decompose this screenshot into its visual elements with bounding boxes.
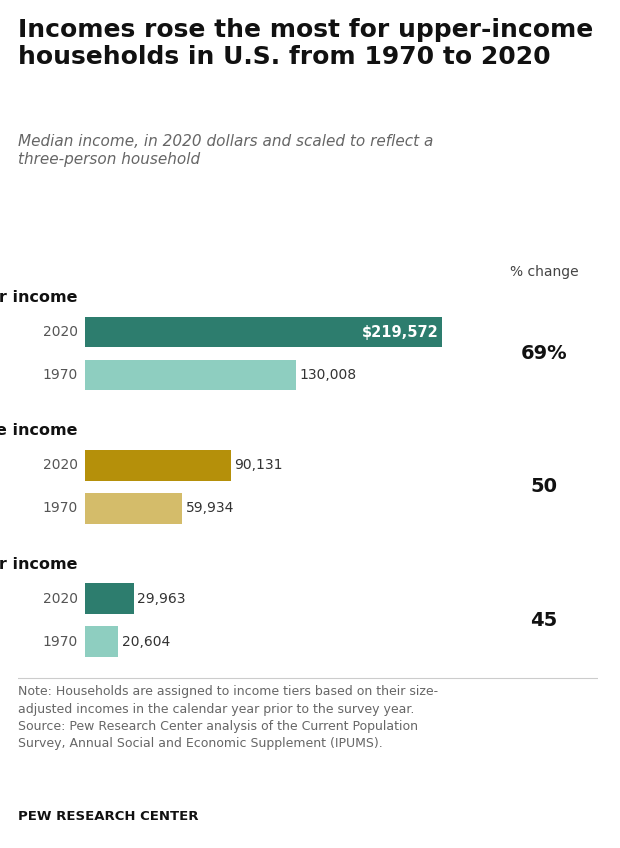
Text: 130,008: 130,008 bbox=[299, 368, 356, 382]
Text: Note: Households are assigned to income tiers based on their size-
adjusted inco: Note: Households are assigned to income … bbox=[18, 685, 438, 750]
Text: 69%: 69% bbox=[521, 344, 567, 363]
Text: 1970: 1970 bbox=[43, 634, 78, 649]
Text: 29,963: 29,963 bbox=[137, 592, 185, 605]
Text: 90,131: 90,131 bbox=[234, 458, 283, 472]
Text: 2020: 2020 bbox=[43, 458, 78, 472]
Text: 50: 50 bbox=[531, 477, 557, 496]
Text: 2020: 2020 bbox=[43, 592, 78, 605]
Text: Incomes rose the most for upper-income
households in U.S. from 1970 to 2020: Incomes rose the most for upper-income h… bbox=[18, 18, 593, 69]
Text: Middle income: Middle income bbox=[0, 423, 78, 438]
Text: Upper income: Upper income bbox=[0, 290, 78, 305]
Bar bbox=[85, 493, 182, 524]
Text: 45: 45 bbox=[530, 611, 557, 629]
Bar bbox=[85, 360, 296, 390]
Text: 59,934: 59,934 bbox=[185, 501, 234, 516]
Text: % change: % change bbox=[510, 265, 578, 279]
Bar bbox=[85, 449, 231, 481]
Text: $219,572: $219,572 bbox=[362, 325, 439, 339]
Text: 20,604: 20,604 bbox=[122, 634, 170, 649]
Text: Lower income: Lower income bbox=[0, 556, 78, 572]
Text: 1970: 1970 bbox=[43, 501, 78, 516]
Text: Median income, in 2020 dollars and scaled to reflect a
three-person household: Median income, in 2020 dollars and scale… bbox=[18, 133, 433, 167]
Text: PEW RESEARCH CENTER: PEW RESEARCH CENTER bbox=[18, 810, 198, 823]
Text: 1970: 1970 bbox=[43, 368, 78, 382]
Bar bbox=[85, 583, 134, 614]
Bar bbox=[85, 626, 118, 657]
Bar bbox=[85, 316, 442, 348]
Text: 2020: 2020 bbox=[43, 325, 78, 339]
